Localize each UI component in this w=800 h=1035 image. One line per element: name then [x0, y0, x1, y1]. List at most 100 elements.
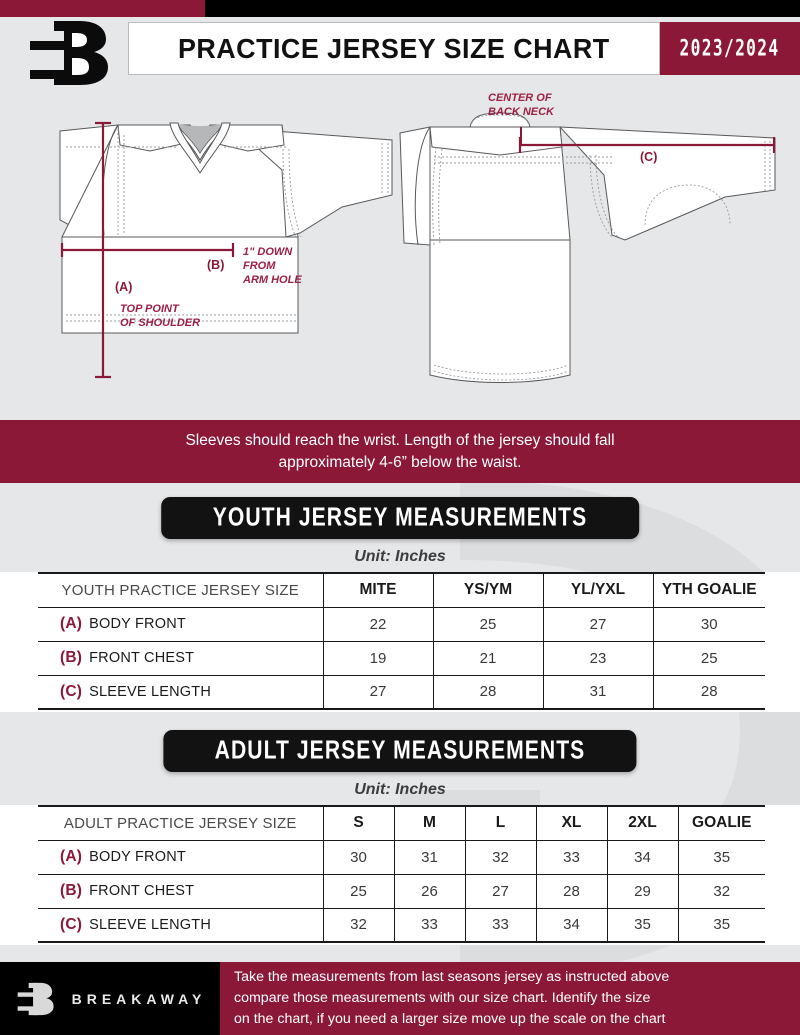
front-b-tag: (B): [207, 258, 224, 272]
youth-measurements-table: YOUTH PRACTICE JERSEY SIZE MITE YS/YM YL…: [38, 572, 765, 710]
topbar-maroon-accent: [0, 0, 205, 17]
adult-measurements-table: ADULT PRACTICE JERSEY SIZE S M L XL 2XL …: [38, 805, 765, 943]
front-b-note-line3: ARM HOLE: [242, 274, 302, 286]
adult-c-s: 32: [323, 907, 395, 943]
page-header: PRACTICE JERSEY SIZE CHART 2023/2024: [0, 17, 800, 85]
adult-b-m: 26: [394, 873, 466, 909]
breakaway-b-logo-icon: [17, 982, 54, 1015]
youth-row-tag-b: (B): [60, 649, 83, 666]
adult-row-tag-c: (C): [60, 915, 83, 933]
adult-c-xl: 34: [536, 907, 608, 943]
adult-a-s: 30: [323, 839, 395, 875]
header-title-plate: PRACTICE JERSEY SIZE CHART: [128, 22, 660, 75]
adult-b-goalie: 32: [678, 873, 765, 909]
adult-row-label-a: (A) BODY FRONT: [38, 839, 324, 875]
youth-a-ylyxl: 27: [543, 606, 654, 642]
breakaway-b-logo-icon: [30, 21, 108, 85]
front-b-note-line1: 1" DOWN: [243, 246, 293, 258]
footer-logo-block: BREAKAWAY: [0, 962, 220, 1035]
adult-col-l: L: [465, 805, 537, 841]
youth-b-goalie: 25: [653, 640, 765, 676]
adult-a-xl: 33: [536, 839, 608, 875]
adult-col-s: S: [323, 805, 395, 841]
footer-instructions: Take the measurements from last seasons …: [220, 962, 800, 1035]
youth-section-title-label: YOUTH JERSEY MEASUREMENTS: [212, 502, 588, 533]
topbar-black-accent: [205, 0, 800, 17]
adult-a-l: 32: [465, 839, 537, 875]
adult-a-m: 31: [394, 839, 466, 875]
footer-brand-label: BREAKAWAY: [71, 990, 207, 1007]
adult-b-xl: 28: [536, 873, 608, 909]
note-line-2: approximately 4-6” below the waist.: [278, 453, 522, 471]
adult-b-2xl: 29: [607, 873, 679, 909]
adult-c-l: 33: [465, 907, 537, 943]
header-logo: [20, 15, 125, 89]
page-title: PRACTICE JERSEY SIZE CHART: [178, 32, 610, 64]
front-a-tag: (A): [115, 280, 132, 294]
adult-row-tag-b: (B): [60, 882, 83, 899]
youth-row-label-a: (A) BODY FRONT: [38, 606, 324, 642]
note-line-1: Sleeves should reach the wrist. Length o…: [185, 431, 615, 449]
youth-col-ylyxl: YL/YXL: [543, 572, 654, 608]
sizing-note-banner: Sleeves should reach the wrist. Length o…: [0, 420, 800, 483]
table-row: (B) FRONT CHEST 19 21 23 25: [38, 640, 765, 676]
front-a-note-line1: TOP POINT: [120, 303, 180, 315]
adult-section-title: ADULT JERSEY MEASUREMENTS: [163, 730, 637, 772]
youth-col-yth-goalie: YTH GOALIE: [653, 572, 765, 608]
youth-row-tag-c: (C): [60, 682, 83, 700]
page-footer: BREAKAWAY Take the measurements from las…: [0, 962, 800, 1035]
front-jersey-illustration: (B) 1" DOWN FROM ARM HOLE (A) TOP POINT …: [59, 121, 393, 379]
youth-a-mite: 22: [323, 606, 434, 642]
adult-col-m: M: [394, 805, 466, 841]
adult-row-name-a: BODY FRONT: [89, 849, 186, 865]
table-row: (C) SLEEVE LENGTH 27 28 31 28: [38, 674, 765, 710]
table-row: (A) BODY FRONT 22 25 27 30: [38, 606, 765, 642]
youth-b-ysym: 21: [433, 640, 544, 676]
youth-col-mite: MITE: [323, 572, 434, 608]
adult-col-goalie: GOALIE: [678, 805, 765, 841]
youth-a-ysym: 25: [433, 606, 544, 642]
back-jersey-illustration: (C) CENTER OF BACK NECK: [399, 92, 776, 383]
table-row: (B) FRONT CHEST 25 26 27 28 29 32: [38, 873, 765, 909]
season-label: 2023/2024: [680, 35, 780, 62]
youth-a-goalie: 30: [653, 606, 765, 642]
adult-row-tag-a: (A): [60, 848, 83, 865]
youth-unit-label: Unit: Inches: [354, 548, 446, 565]
youth-row-label-b: (B) FRONT CHEST: [38, 640, 324, 676]
adult-c-goalie: 35: [678, 907, 765, 943]
youth-col-size: YOUTH PRACTICE JERSEY SIZE: [38, 572, 324, 608]
adult-col-size: ADULT PRACTICE JERSEY SIZE: [38, 805, 324, 841]
youth-c-ylyxl: 31: [543, 674, 654, 710]
youth-row-name-a: BODY FRONT: [89, 616, 186, 632]
youth-c-ysym: 28: [433, 674, 544, 710]
youth-col-ysym: YS/YM: [433, 572, 544, 608]
adult-row-name-c: SLEEVE LENGTH: [89, 916, 211, 933]
adult-b-s: 25: [323, 873, 395, 909]
youth-row-name-b: FRONT CHEST: [89, 650, 195, 666]
youth-row-tag-a: (A): [60, 615, 83, 632]
adult-col-2xl: 2XL: [607, 805, 679, 841]
youth-b-ylyxl: 23: [543, 640, 654, 676]
adult-unit-label: Unit: Inches: [354, 781, 446, 798]
table-row: (C) SLEEVE LENGTH 32 33 33 34 35 35: [38, 907, 765, 943]
youth-b-mite: 19: [323, 640, 434, 676]
front-b-note-line2: FROM: [243, 260, 276, 272]
back-neck-note-line1: CENTER OF: [488, 92, 552, 104]
youth-c-goalie: 28: [653, 674, 765, 710]
table-row: (A) BODY FRONT 30 31 32 33 34 35: [38, 839, 765, 875]
season-badge: 2023/2024: [660, 22, 800, 75]
youth-table-header-row: YOUTH PRACTICE JERSEY SIZE MITE YS/YM YL…: [38, 572, 765, 608]
adult-row-name-b: FRONT CHEST: [89, 883, 195, 899]
adult-table-header-row: ADULT PRACTICE JERSEY SIZE S M L XL 2XL …: [38, 805, 765, 841]
back-c-tag: (C): [640, 150, 657, 164]
youth-c-mite: 27: [323, 674, 434, 710]
footer-line-1: Take the measurements from last seasons …: [234, 969, 670, 985]
adult-a-goalie: 35: [678, 839, 765, 875]
back-neck-note-line2: BACK NECK: [488, 106, 555, 118]
adult-c-2xl: 35: [607, 907, 679, 943]
adult-row-label-c: (C) SLEEVE LENGTH: [38, 907, 324, 943]
youth-row-label-c: (C) SLEEVE LENGTH: [38, 674, 324, 710]
footer-line-3: on the chart, if you need a larger size …: [234, 1011, 666, 1027]
jersey-diagrams: (B) 1" DOWN FROM ARM HOLE (A) TOP POINT …: [0, 85, 800, 415]
